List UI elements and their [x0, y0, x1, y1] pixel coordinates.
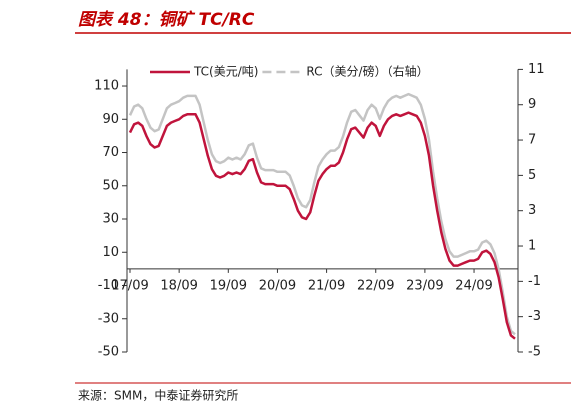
y2-tick-label: 5 [528, 168, 536, 183]
legend-label: TC(美元/吨) [193, 65, 258, 79]
x-tick-label: 22/09 [357, 278, 394, 293]
y-tick-label: 50 [102, 178, 119, 193]
y-tick-label: 110 [94, 79, 119, 94]
x-tick-label: 19/09 [210, 278, 247, 293]
source: 来源：SMM，中泰证券研究所 [78, 388, 238, 403]
x-tick-label: 24/09 [455, 278, 492, 293]
chart-title: 图表 48：铜矿 TC/RC [78, 10, 255, 30]
legend-label: RC（美分/磅）（右轴） [306, 64, 428, 79]
y2-tick-label: -1 [528, 274, 541, 289]
x-tick-label: 21/09 [308, 278, 345, 293]
y2-tick-label: 1 [528, 239, 536, 254]
y2-tick-label: -5 [528, 345, 541, 360]
y-tick-label: 30 [102, 212, 119, 227]
y2-tick-label: 9 [528, 97, 536, 112]
y-tick-label: 10 [102, 245, 119, 260]
y-tick-label: -50 [98, 345, 119, 360]
y-tick-label: -10 [98, 278, 119, 293]
x-tick-label: 17/09 [111, 278, 148, 293]
x-tick-label: 23/09 [406, 278, 443, 293]
series-line [128, 111, 516, 340]
y2-tick-label: 3 [528, 203, 536, 218]
x-tick-label: 20/09 [259, 278, 296, 293]
y2-tick-label: 7 [528, 133, 536, 148]
y-tick-label: -30 [98, 311, 119, 326]
y-tick-label: 90 [102, 112, 119, 127]
y-tick-label: 70 [102, 145, 119, 160]
y2-tick-label: -3 [528, 309, 541, 324]
x-tick-label: 18/09 [160, 278, 197, 293]
y2-tick-label: 11 [528, 62, 545, 77]
series-line [128, 92, 516, 336]
